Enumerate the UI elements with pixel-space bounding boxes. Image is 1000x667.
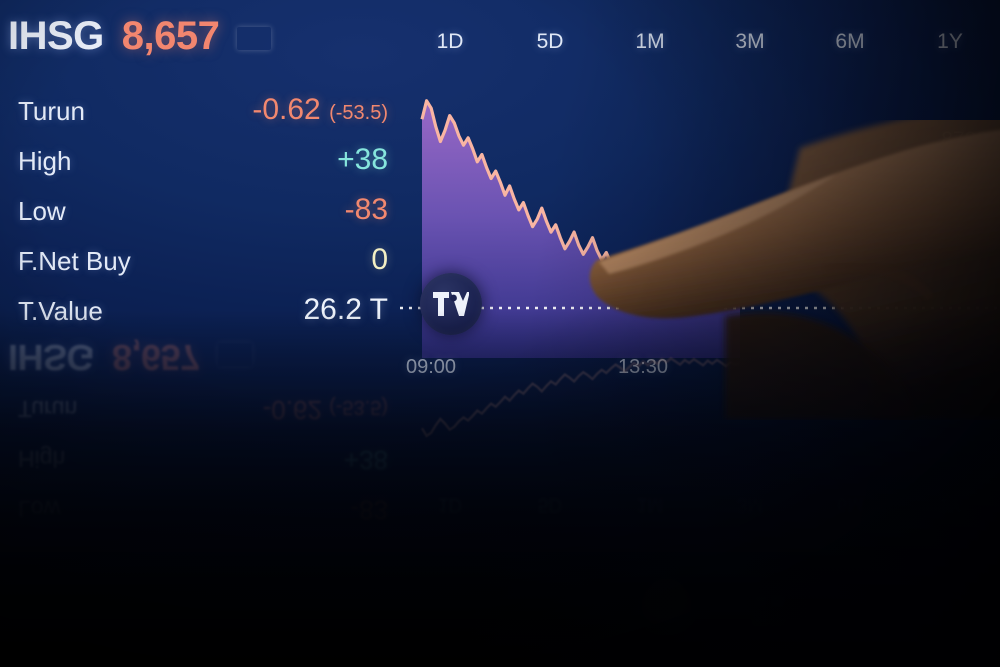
reflected-tab-1d: 1D xyxy=(437,494,463,515)
indonesia-flag-icon xyxy=(237,27,271,50)
stat-row-high: High +38 xyxy=(0,140,400,190)
timeframe-tab-1m[interactable]: 1M xyxy=(635,30,665,53)
panel-reflection: Low -83 High +38 Turun -0.62 (-53.5) IHS… xyxy=(0,330,400,530)
stat-label: T.Value xyxy=(18,296,103,326)
chart-canvas xyxy=(400,99,1000,358)
stat-value-sub: (-53.5) xyxy=(329,396,388,418)
tradingview-logo-icon[interactable] xyxy=(420,273,482,335)
stat-value: -83 xyxy=(344,193,388,226)
time-label-start: 09:00 xyxy=(406,356,457,378)
stat-row-tvalue: T.Value 26.2 T xyxy=(0,290,400,340)
stat-value-main: -0.62 xyxy=(252,93,321,126)
symbol-name: IHSG xyxy=(8,14,104,58)
reflected-row-turun: Turun -0.62 (-53.5) xyxy=(0,378,400,428)
timeframe-tab-5d[interactable]: 5D xyxy=(536,30,564,53)
price-axis-label: 8720 xyxy=(941,128,988,151)
search-cursor-icon xyxy=(844,593,878,627)
stat-list: Turun -0.62 (-53.5) High +38 Low -83 F.N… xyxy=(0,90,400,340)
time-axis: 09:00 13:30 xyxy=(400,352,1000,386)
timeframe-tab-6m[interactable]: 6M xyxy=(835,30,865,53)
reflected-tab-1m: 1M xyxy=(636,494,664,515)
stat-value: +38 xyxy=(343,445,388,475)
timeframe-tabs-reflection: 1D 5D 1M 3M 6M 1Y xyxy=(400,484,1000,524)
reflected-tab-1y: 1Y xyxy=(938,494,962,515)
reflected-tab-3m: 3M xyxy=(736,494,764,515)
price-chart[interactable]: 8720 xyxy=(400,78,1000,358)
reflected-tab-6m: 6M xyxy=(836,494,864,515)
stat-label: Low xyxy=(18,496,61,522)
bottom-icon-strip xyxy=(640,575,970,645)
stat-label: Low xyxy=(18,196,66,226)
tradingview-monogram-icon xyxy=(433,292,469,316)
quote-panel: IHSG 8,657 Turun -0.62 (-53.5) High +38 … xyxy=(0,0,400,340)
reflected-symbol-price: 8,657 xyxy=(112,337,200,378)
stat-value-main: -0.62 xyxy=(262,395,322,425)
reflected-row-high: High +38 xyxy=(0,428,400,478)
stat-row-low: Low -83 xyxy=(0,190,400,240)
time-label-mid: 13:30 xyxy=(618,356,669,378)
stat-label: High xyxy=(18,446,66,472)
timeframe-tab-1d[interactable]: 1D xyxy=(436,30,464,53)
stat-value: 0 xyxy=(371,243,388,276)
stat-label: Turun xyxy=(18,96,85,126)
stat-row-fnetbuy: F.Net Buy 0 xyxy=(0,240,400,290)
stat-row-turun: Turun -0.62 (-53.5) xyxy=(0,90,400,140)
stat-value: 26.2 T xyxy=(303,293,388,326)
stat-label: High xyxy=(18,146,72,176)
stat-value: -0.62 (-53.5) xyxy=(252,93,388,127)
stat-label: Turun xyxy=(18,396,78,422)
reflected-indonesia-flag-icon xyxy=(218,344,252,367)
circle-user-icon xyxy=(936,593,970,627)
stat-value: +38 xyxy=(337,143,388,176)
reflected-row-low: Low -83 xyxy=(0,478,400,528)
stat-value: -83 xyxy=(350,495,388,525)
windows-grid-icon xyxy=(752,593,786,627)
stat-value: -0.62 (-53.5) xyxy=(263,394,388,425)
reflected-symbol-name: IHSG xyxy=(8,337,95,378)
timeframe-tab-1y[interactable]: 1Y xyxy=(937,30,963,53)
glow-reflection-icon xyxy=(640,579,694,641)
reflected-tab-5d: 5D xyxy=(537,494,563,515)
timeframe-tab-3m[interactable]: 3M xyxy=(735,30,765,53)
symbol-row: IHSG 8,657 xyxy=(8,14,271,59)
stat-value-sub: (-53.5) xyxy=(329,102,388,124)
symbol-price: 8,657 xyxy=(121,14,220,58)
timeframe-tab-bar: 1D 5D 1M 3M 6M 1Y xyxy=(400,22,1000,62)
stat-label: F.Net Buy xyxy=(18,246,131,276)
